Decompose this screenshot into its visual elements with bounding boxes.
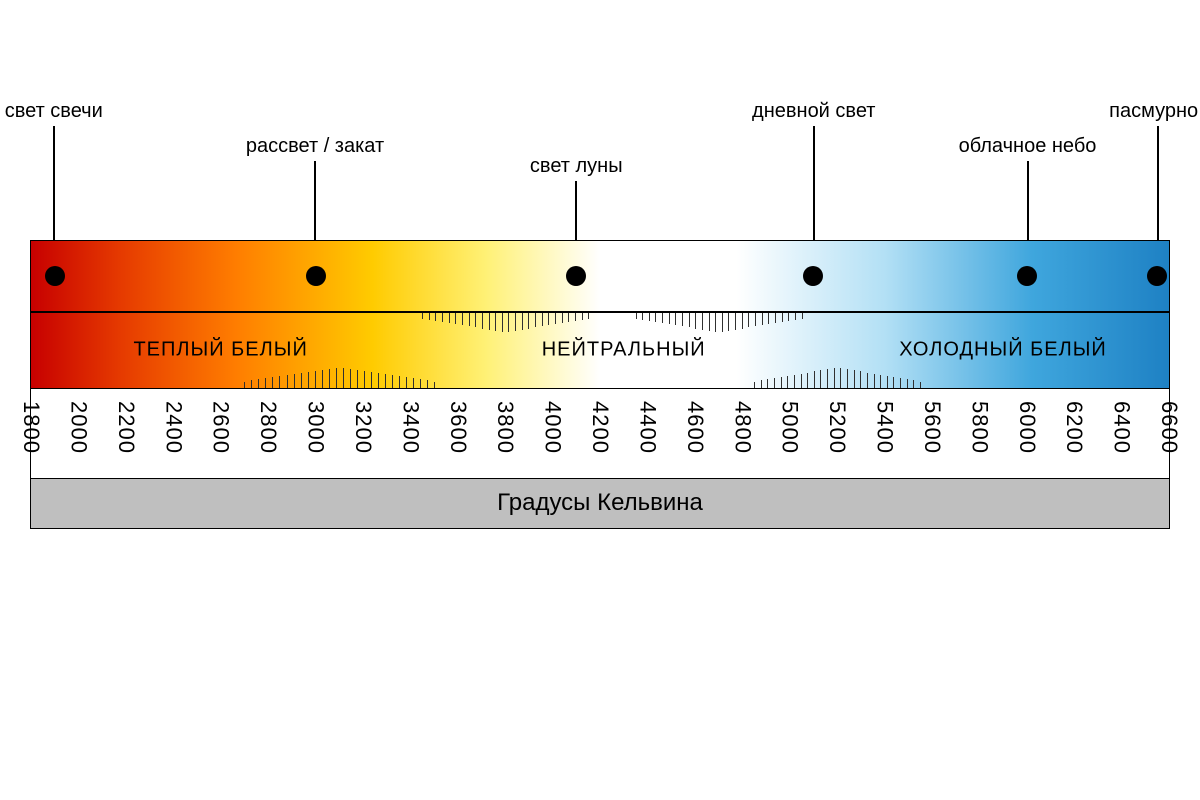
marker-dot xyxy=(306,266,326,286)
callout-label: рассвет / закат xyxy=(246,135,384,158)
scale-value: 5800 xyxy=(966,401,992,454)
callout-area: свет свечирассвет / закатсвет луныдневно… xyxy=(30,100,1170,240)
category-label: ХОЛОДНЫЙ БЕЛЫЙ xyxy=(899,339,1107,362)
callout-label: облачное небо xyxy=(959,135,1097,158)
scale-value: 2200 xyxy=(113,401,139,454)
scale-value: 2000 xyxy=(65,401,91,454)
scale-value: 2600 xyxy=(208,401,234,454)
scale-value: 6400 xyxy=(1109,401,1135,454)
scale-value: 5000 xyxy=(777,401,803,454)
marker-dot xyxy=(803,266,823,286)
chart-frame: ТЕПЛЫЙ БЕЛЫЙНЕЙТРАЛЬНЫЙХОЛОДНЫЙ БЕЛЫЙ 18… xyxy=(30,240,1170,529)
scale-value: 3800 xyxy=(492,401,518,454)
callout-label: свет свечи xyxy=(5,100,103,123)
scale-value: 6000 xyxy=(1014,401,1040,454)
callout-label: пасмурно xyxy=(1109,100,1198,123)
scale-value: 4200 xyxy=(587,401,613,454)
category-band: ТЕПЛЫЙ БЕЛЫЙ НЕЙТРАЛЬНЫЙ ХОЛОДНЫЙ БЕЛЫЙ xyxy=(31,313,1169,388)
scale-value: 4400 xyxy=(634,401,660,454)
kelvin-scale-diagram: свет свечирассвет / закатсвет луныдневно… xyxy=(30,100,1170,529)
gradient-background xyxy=(31,241,1169,311)
scale-value: 4000 xyxy=(540,401,566,454)
scale-value: 4800 xyxy=(729,401,755,454)
scale-value: 2800 xyxy=(255,401,281,454)
scale-value: 3400 xyxy=(397,401,423,454)
scale-value: 5200 xyxy=(824,401,850,454)
kelvin-scale-row: 1800200022002400260028003000320034003600… xyxy=(31,388,1169,478)
footer-label: Градусы Кельвина xyxy=(31,478,1169,528)
callout-label: свет луны xyxy=(530,155,623,178)
scale-value: 2400 xyxy=(160,401,186,454)
marker-dot xyxy=(45,266,65,286)
category-label: ТЕПЛЫЙ БЕЛЫЙ xyxy=(133,339,307,362)
gradient-marker-band xyxy=(31,241,1169,311)
scale-value: 5400 xyxy=(872,401,898,454)
marker-dot xyxy=(1147,266,1167,286)
scale-value: 5600 xyxy=(919,401,945,454)
scale-value: 6600 xyxy=(1156,401,1182,454)
marker-dot xyxy=(1017,266,1037,286)
scale-value: 3600 xyxy=(445,401,471,454)
scale-value: 3000 xyxy=(303,401,329,454)
scale-value: 3200 xyxy=(350,401,376,454)
marker-dot xyxy=(566,266,586,286)
scale-value: 6200 xyxy=(1061,401,1087,454)
scale-value: 4600 xyxy=(682,401,708,454)
scale-value: 1800 xyxy=(18,401,44,454)
callout-label: дневной свет xyxy=(752,100,875,123)
category-label: НЕЙТРАЛЬНЫЙ xyxy=(542,339,706,362)
